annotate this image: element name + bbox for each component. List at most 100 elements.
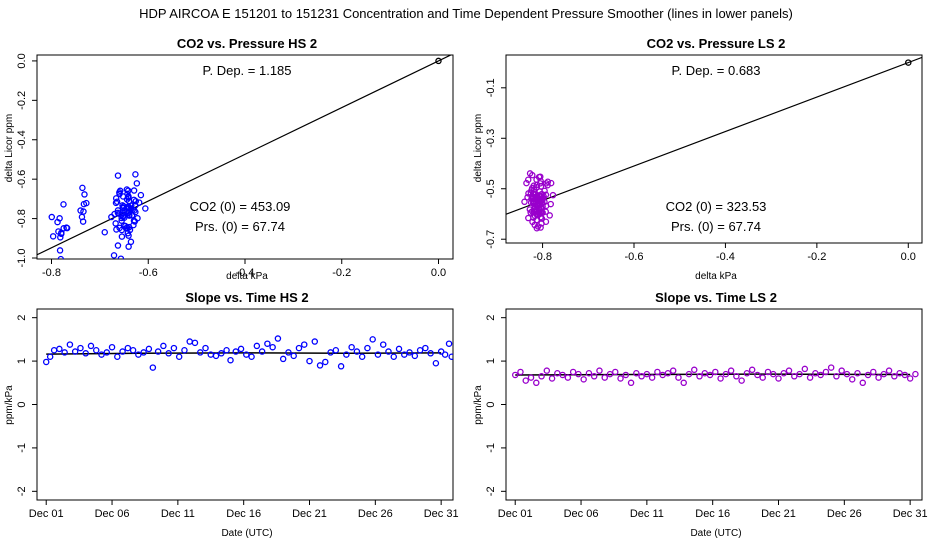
data-point [135,351,142,358]
co2-intercept-annotation: CO2 (0) = 323.53 [666,199,767,214]
data-point [316,362,324,369]
pressure-dependence-annotation: P. Dep. = 1.185 [202,63,291,78]
data-point [529,190,537,197]
data-point [142,205,149,212]
data-point [701,369,709,377]
data-point [617,375,624,382]
data-point [92,346,100,354]
data-point [114,207,122,214]
data-point [580,376,587,383]
fit-line [37,55,453,256]
data-point [160,342,167,350]
data-point [817,371,824,379]
data-point [521,198,528,206]
data-point [885,367,893,374]
data-point [533,224,541,232]
y-tick-label: -0.7 [485,230,497,249]
data-point [56,247,64,254]
data-point [822,368,830,376]
data-point [722,370,730,378]
x-tick-label: Dec 06 [564,508,599,520]
x-tick-label: Dec 31 [424,508,459,520]
data-point [108,343,116,351]
x-tick-label: -0.8 [533,251,552,263]
data-point [332,346,340,354]
data-point [517,368,524,376]
data-point [243,351,250,358]
data-point [145,345,153,353]
x-tick-label: 0.0 [901,251,916,263]
plot-area [511,364,919,387]
data-point [87,342,95,350]
data-point [269,343,276,351]
data-point [854,369,861,377]
data-point [526,170,534,177]
data-point [685,370,693,378]
y-tick-label: -1.0 [16,249,28,268]
data-point [61,349,68,356]
data-point [358,353,366,360]
data-point [232,348,240,355]
data-point [633,369,640,377]
data-point [638,373,645,380]
data-point [437,348,445,355]
data-point [71,348,79,355]
data-point [125,243,132,250]
panel-ls-slope: Slope vs. Time LS 2 Date (UTC) ppm/kPa D… [473,290,928,539]
data-point [114,209,122,217]
data-point [120,203,127,210]
data-point [533,176,540,183]
data-point [337,363,345,370]
data-point [864,371,872,379]
data-point [369,336,376,343]
data-point [596,367,603,374]
data-point [258,348,266,355]
data-point [427,350,434,357]
data-point [124,229,132,237]
data-point [227,356,234,364]
x-axis-label: delta kPa [695,271,737,282]
data-point [110,252,118,259]
data-point [98,351,105,358]
data-point [569,368,577,376]
y-tick-label: 0 [16,401,28,407]
plot-area [37,55,453,259]
data-point [46,353,54,360]
panel-title: Slope vs. Time HS 2 [185,290,308,305]
data-point [135,199,143,206]
data-point [622,371,630,379]
data-point [58,229,65,237]
data-point [118,233,126,240]
x-tick-label: Dec 26 [827,508,862,520]
data-point [785,367,793,374]
data-point [843,370,851,378]
data-point [50,346,58,354]
data-point [764,368,772,376]
data-point [290,352,297,360]
data-point [538,373,545,380]
data-point [374,351,382,358]
x-axis-label: Date (UTC) [221,528,272,539]
data-point [327,349,334,356]
data-point [901,371,909,379]
x-tick-label: -0.6 [139,267,158,279]
data-point [117,255,125,259]
data-point [113,226,120,233]
data-point [165,350,172,357]
y-tick-label: -0.4 [16,130,28,149]
data-point [279,355,287,363]
data-point [57,255,65,259]
data-point [130,217,138,225]
y-axis-label: ppm/kPa [473,385,484,425]
data-point [132,171,139,178]
data-point [125,194,132,201]
data-point [311,338,319,345]
data-point [114,242,122,249]
data-point [118,217,125,224]
data-point [364,344,371,352]
data-point [411,352,419,360]
y-tick-label: 1 [485,358,497,364]
data-point [322,358,329,366]
data-point [648,374,656,381]
y-tick-label: 2 [485,315,497,321]
